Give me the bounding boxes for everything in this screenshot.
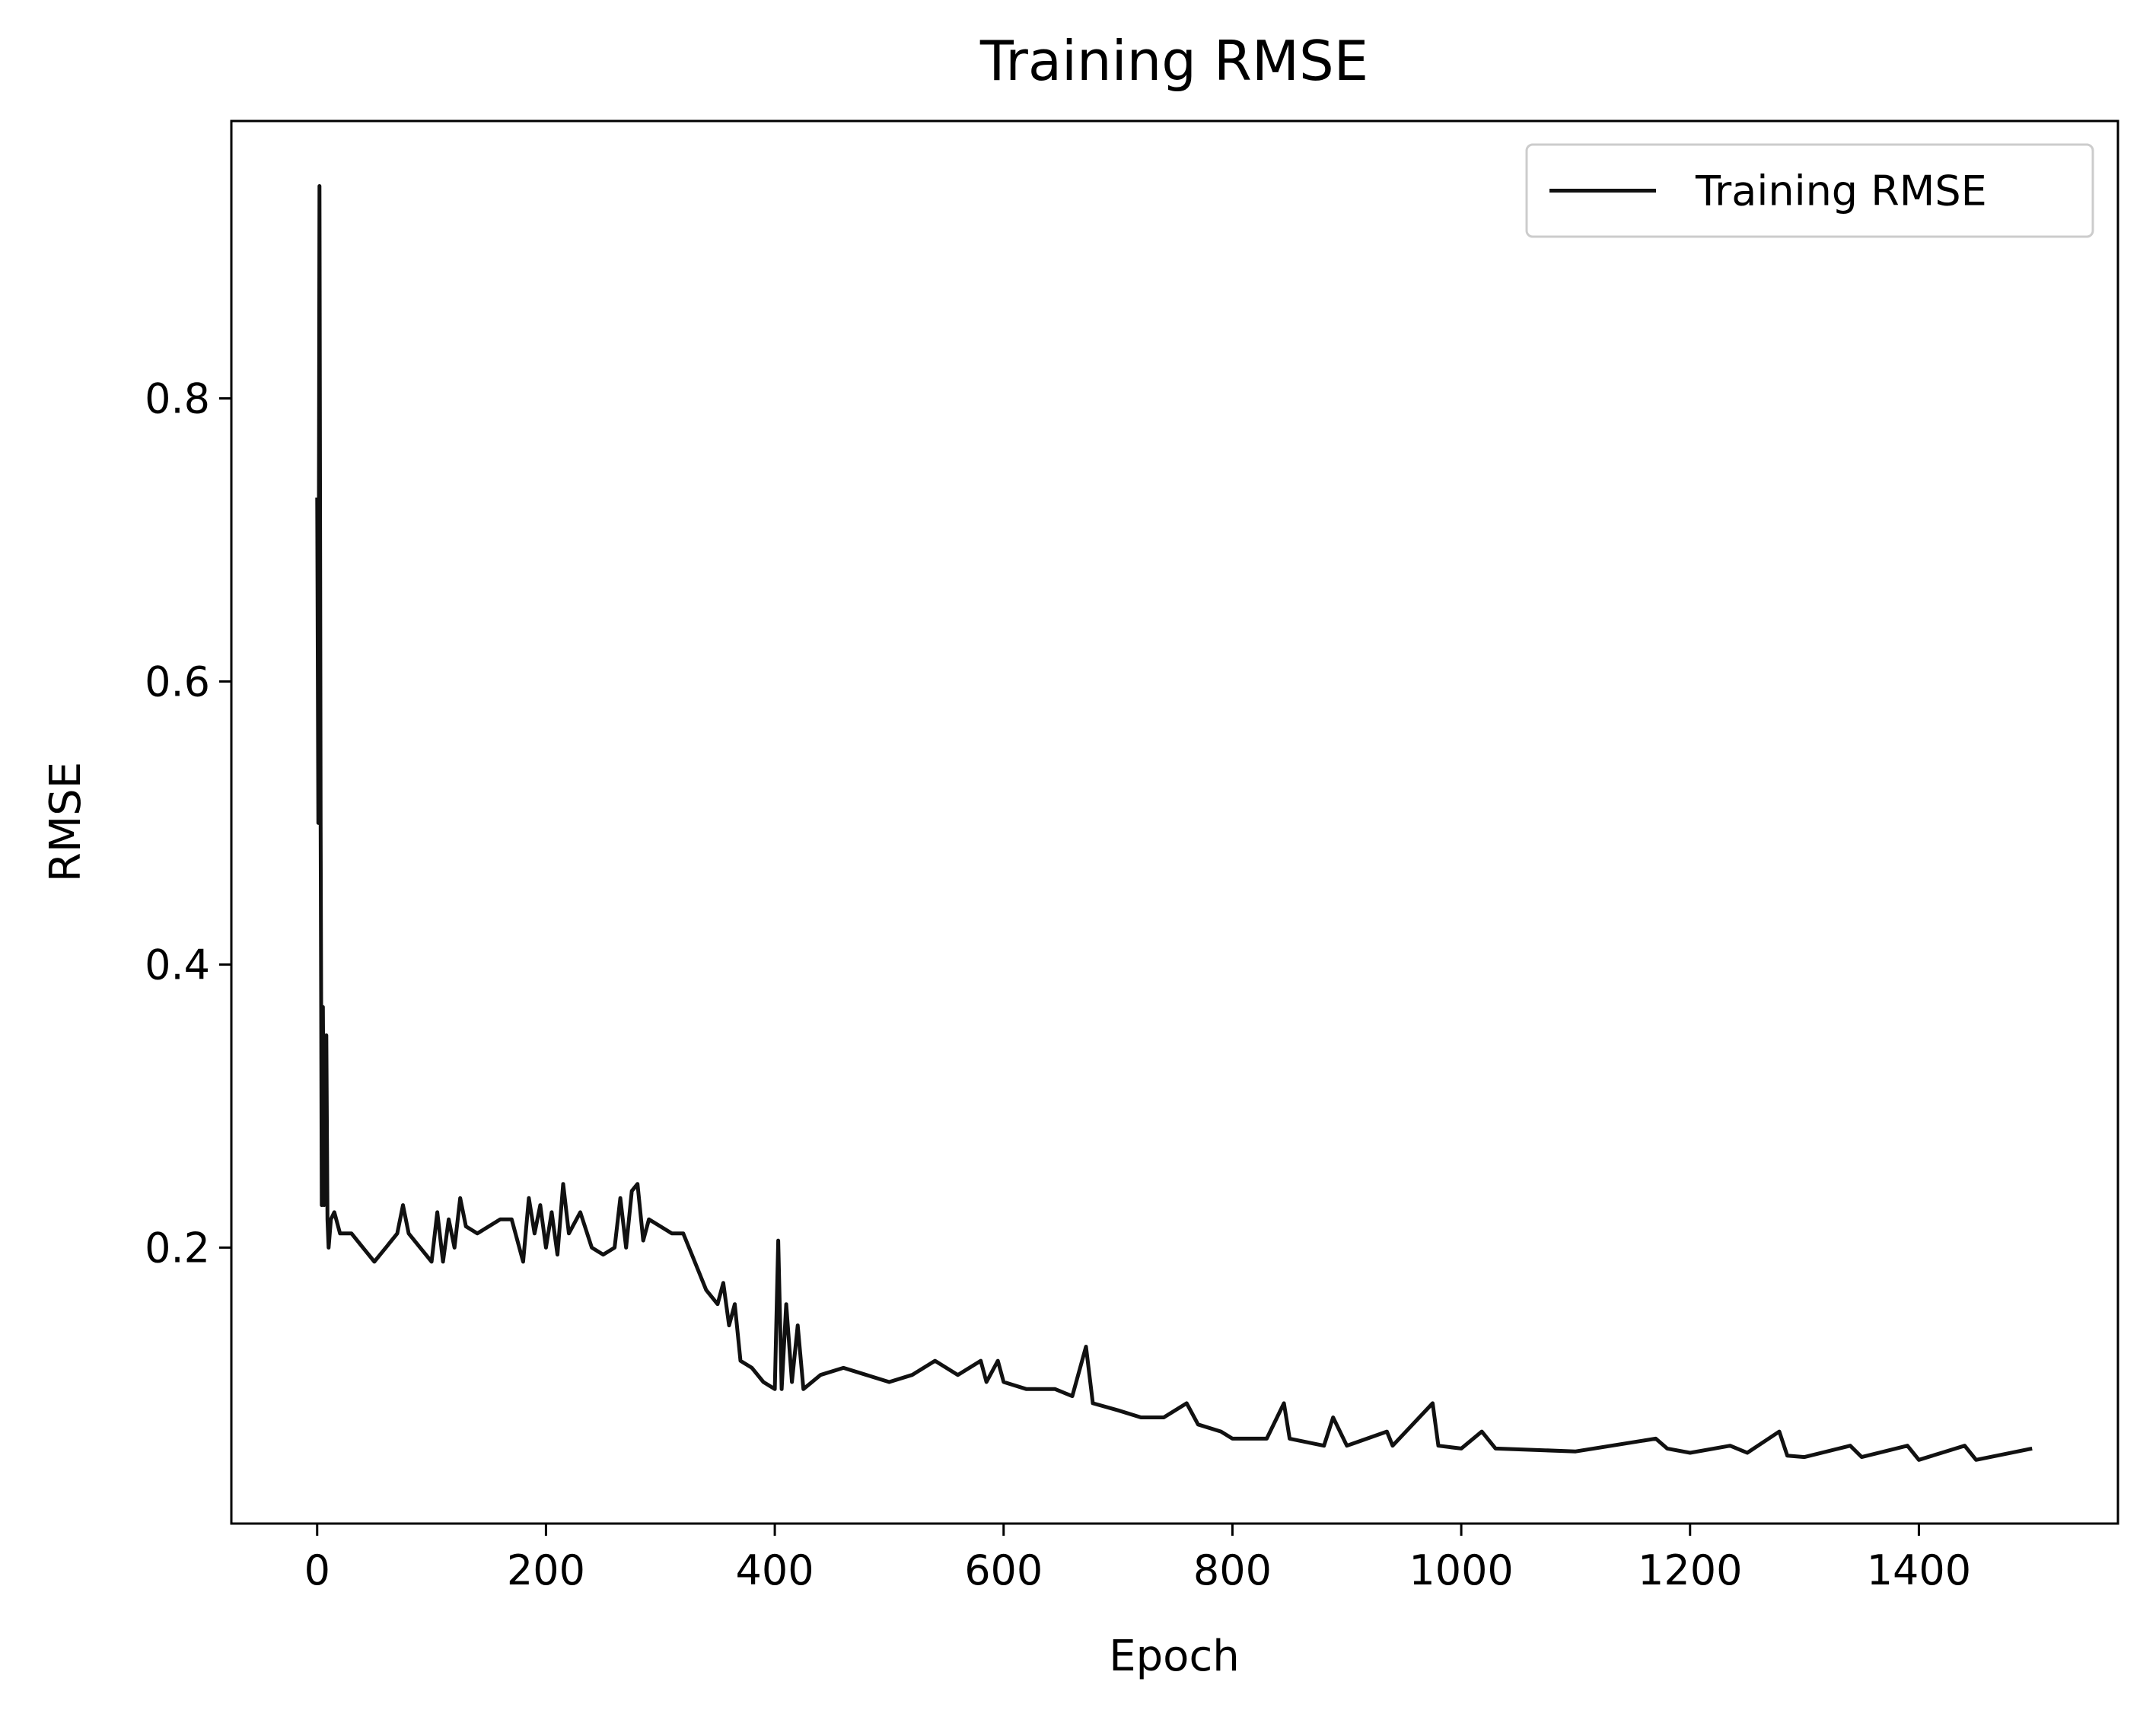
y-tick-label: 0.6 <box>145 658 210 705</box>
legend-box <box>1525 143 2094 238</box>
y-tick-label: 0.4 <box>145 941 210 989</box>
y-tick-label: 0.8 <box>145 375 210 423</box>
x-tick-label: 200 <box>507 1546 585 1594</box>
y-tick-label: 0.2 <box>145 1224 210 1272</box>
x-tick-label: 1200 <box>1638 1546 1742 1594</box>
x-tick-label: 800 <box>1193 1546 1272 1594</box>
legend-label: Training RMSE <box>1695 167 1987 215</box>
x-tick-label: 0 <box>304 1546 330 1594</box>
data-line <box>315 184 2033 1462</box>
x-tick-label: 400 <box>736 1546 814 1594</box>
x-tick-label: 1000 <box>1409 1546 1513 1594</box>
plot-frame <box>230 119 2119 1525</box>
x-tick-label: 1400 <box>1867 1546 1971 1594</box>
chart-title: Training RMSE <box>979 29 1368 93</box>
x-axis-label: Epoch <box>1109 1632 1239 1681</box>
x-tick-label: 600 <box>964 1546 1043 1594</box>
y-axis-label: RMSE <box>41 762 91 882</box>
